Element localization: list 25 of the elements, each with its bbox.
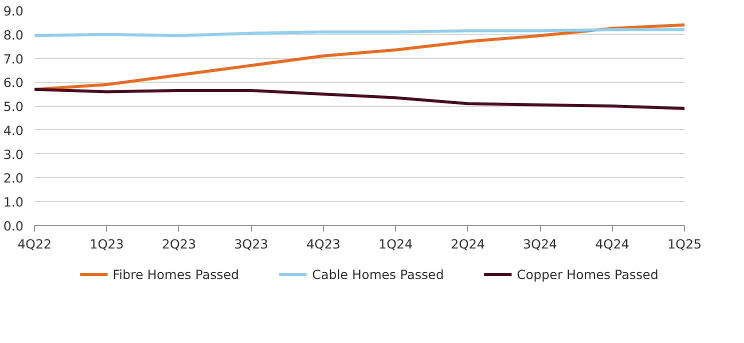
legend-label: Cable Homes Passed xyxy=(312,266,444,282)
line-series xyxy=(34,23,684,91)
x-tick-label: 1Q23 xyxy=(90,236,124,252)
x-tick-label: 2Q23 xyxy=(162,236,196,252)
y-tick-label: 7.0 xyxy=(3,51,24,66)
y-tick-label: 8.0 xyxy=(3,27,24,42)
x-tick-label: 1Q25 xyxy=(667,236,702,252)
y-tick-label: 6.0 xyxy=(3,75,24,90)
x-tick-label: 3Q24 xyxy=(522,236,558,252)
y-tick-label: 0.0 xyxy=(3,218,24,234)
x-tick-label: 4Q22 xyxy=(17,236,52,252)
y-tick-label: 9.0 xyxy=(3,4,24,18)
line-series xyxy=(34,88,684,110)
legend-label: Copper Homes Passed xyxy=(516,266,658,282)
y-tick-label: 2.0 xyxy=(3,170,24,186)
y-tick-label: 1.0 xyxy=(3,194,24,210)
y-tick-label: 5.0 xyxy=(3,99,24,114)
x-tick-label: 2Q24 xyxy=(450,236,485,252)
y-tick-label: 3.0 xyxy=(3,146,24,162)
x-tick-label: 3Q23 xyxy=(234,236,268,252)
x-tick-label: 4Q24 xyxy=(595,236,630,252)
x-tick-label: 4Q23 xyxy=(306,236,340,252)
legend-label: Fibre Homes Passed xyxy=(112,266,240,282)
x-tick-label: 1Q24 xyxy=(378,236,413,252)
y-tick-label: 4.0 xyxy=(3,122,24,138)
